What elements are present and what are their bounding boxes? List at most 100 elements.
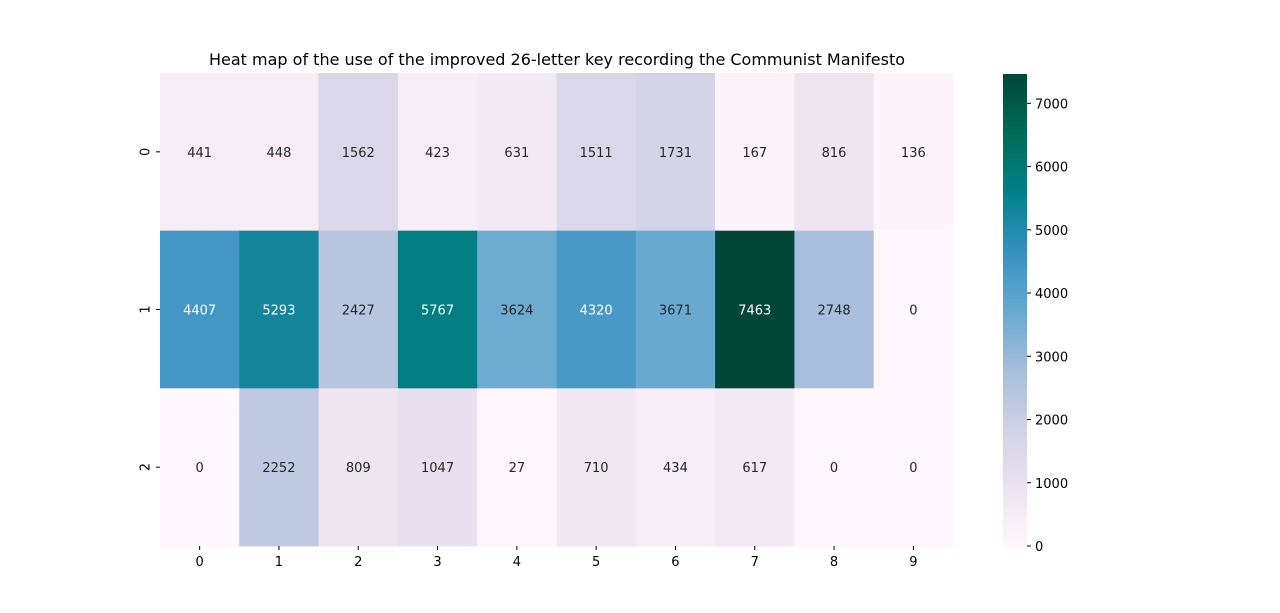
colorbar-segment xyxy=(1003,424,1027,429)
cell-value-label: 631 xyxy=(504,146,529,161)
colorbar-segment xyxy=(1003,341,1027,346)
colorbar-segment xyxy=(1003,325,1027,331)
colorbar-segment xyxy=(1003,451,1027,457)
colorbar-segment xyxy=(1003,502,1027,508)
y-tick-label: 2 xyxy=(139,463,154,471)
cell-value-label: 4407 xyxy=(183,304,216,319)
colorbar-segment xyxy=(1003,85,1027,91)
colorbar-segment xyxy=(1003,176,1027,181)
heatmap-cells: 441 448 1562 423 631 1511 1731 167 816 136 4407 529… xyxy=(160,73,954,547)
colorbar-segment xyxy=(1003,247,1027,252)
cell-value-label: 2748 xyxy=(818,304,851,319)
heatmap-cell xyxy=(873,388,954,547)
colorbar-segment xyxy=(1003,223,1027,228)
colorbar-segment xyxy=(1003,136,1027,142)
colorbar-segment xyxy=(1003,479,1027,484)
colorbar-segment xyxy=(1003,219,1027,225)
colorbar-segment xyxy=(1003,310,1027,315)
colorbar-segment xyxy=(1003,337,1027,343)
colorbar-segment xyxy=(1003,416,1027,421)
colorbar-segment xyxy=(1003,471,1027,476)
colorbar: 0 1000 2000 3000 4000 5000 6000 7000 xyxy=(1003,74,1068,555)
colorbar-segment xyxy=(1003,498,1027,504)
colorbar-segment xyxy=(1003,243,1027,248)
colorbar-segment xyxy=(1003,113,1027,118)
colorbar-segment xyxy=(1003,435,1027,441)
colorbar-segment xyxy=(1003,329,1027,335)
heatmap-cell xyxy=(318,230,399,389)
heatmap-cell xyxy=(397,388,478,547)
colorbar-segment xyxy=(1003,168,1027,173)
colorbar-segment xyxy=(1003,333,1027,339)
cell-value-label: 0 xyxy=(909,461,917,476)
colorbar-tick-label: 2000 xyxy=(1035,414,1068,429)
colorbar-segment xyxy=(1003,81,1027,87)
colorbar-segment xyxy=(1003,262,1027,268)
cell-value-label: 2252 xyxy=(262,461,295,476)
colorbar-segment xyxy=(1003,455,1027,461)
cell-value-label: 441 xyxy=(187,146,212,161)
colorbar-segment xyxy=(1003,475,1027,480)
colorbar-segment xyxy=(1003,376,1027,382)
colorbar-segment xyxy=(1003,302,1027,307)
colorbar-segment xyxy=(1003,365,1027,370)
colorbar-segment xyxy=(1003,349,1027,354)
colorbar-segment xyxy=(1003,109,1027,114)
colorbar-segment xyxy=(1003,270,1027,276)
heatmap-cell xyxy=(635,230,716,389)
colorbar-tick-label: 6000 xyxy=(1035,161,1068,176)
colorbar-segment xyxy=(1003,353,1027,358)
colorbar-segment xyxy=(1003,274,1027,280)
colorbar-segment xyxy=(1003,278,1027,284)
colorbar-segment xyxy=(1003,74,1027,79)
cell-value-label: 0 xyxy=(196,461,204,476)
colorbar-segment xyxy=(1003,514,1027,520)
colorbar-segment xyxy=(1003,392,1027,398)
heatmap-cell xyxy=(635,388,716,547)
heatmap-cell xyxy=(715,73,795,232)
colorbar-segment xyxy=(1003,412,1027,417)
colorbar-segment xyxy=(1003,105,1027,110)
heatmap-cell xyxy=(873,230,954,389)
colorbar-segment xyxy=(1003,542,1027,547)
colorbar-segment xyxy=(1003,294,1027,299)
cell-value-label: 2427 xyxy=(342,304,375,319)
cell-value-label: 1562 xyxy=(342,146,375,161)
colorbar-segment xyxy=(1003,203,1027,209)
heatmap-cell xyxy=(794,73,875,232)
colorbar-tick-label: 3000 xyxy=(1035,350,1068,365)
colorbar-segment xyxy=(1003,101,1027,107)
colorbar-segment xyxy=(1003,506,1027,512)
colorbar-segment xyxy=(1003,483,1027,488)
x-tick-label: 4 xyxy=(513,555,521,570)
y-axis: 0 1 2 xyxy=(139,148,160,471)
heatmap-cell xyxy=(239,73,320,232)
colorbar-segment xyxy=(1003,420,1027,425)
heatmap-cell xyxy=(318,388,399,547)
heatmap-cell xyxy=(239,388,320,547)
colorbar-segment xyxy=(1003,396,1027,402)
cell-value-label: 710 xyxy=(584,461,609,476)
x-tick-label: 7 xyxy=(751,555,759,570)
colorbar-segment xyxy=(1003,459,1027,464)
colorbar-segment xyxy=(1003,164,1027,169)
cell-value-label: 1047 xyxy=(421,461,454,476)
colorbar-segment xyxy=(1003,510,1027,516)
cell-value-label: 5293 xyxy=(262,304,295,319)
cell-value-label: 136 xyxy=(901,146,926,161)
colorbar-segment xyxy=(1003,487,1027,492)
colorbar-segment xyxy=(1003,404,1027,409)
colorbar-segment xyxy=(1003,266,1027,272)
x-tick-label: 3 xyxy=(433,555,441,570)
heatmap-cell xyxy=(715,388,795,547)
cell-value-label: 809 xyxy=(346,461,371,476)
colorbar-segment xyxy=(1003,227,1027,232)
colorbar-segment xyxy=(1003,215,1027,221)
colorbar-tick-label: 5000 xyxy=(1035,224,1068,239)
cell-value-label: 448 xyxy=(267,146,292,161)
colorbar-segment xyxy=(1003,239,1027,244)
x-tick-label: 2 xyxy=(354,555,362,570)
colorbar-segment xyxy=(1003,199,1027,205)
colorbar-segment xyxy=(1003,235,1027,240)
